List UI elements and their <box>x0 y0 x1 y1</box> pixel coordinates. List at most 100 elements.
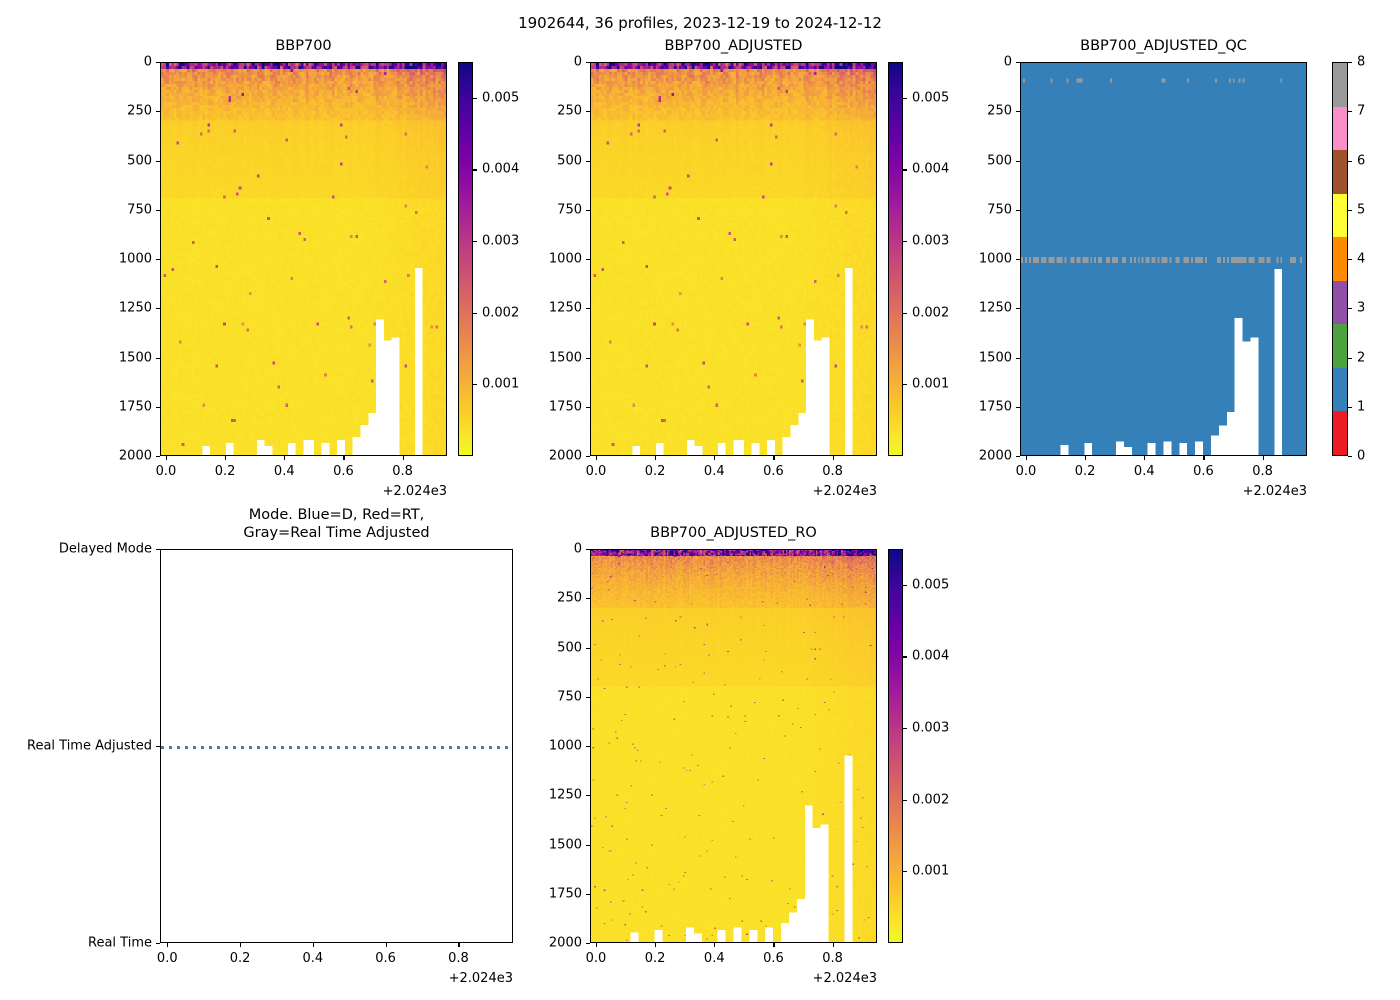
x-axis-tick-mark <box>284 456 286 460</box>
y-axis-tick-mark <box>586 62 590 64</box>
y-axis-tick-mark <box>156 746 160 748</box>
panel-title-line: Gray=Real Time Adjusted <box>243 524 430 541</box>
y-axis-tick-mark <box>586 549 590 551</box>
x-axis-tick-mark <box>655 456 657 460</box>
colorbar-tick-mark <box>1348 308 1352 310</box>
colorbar-tick-label: 0.003 <box>912 233 950 249</box>
y-axis-tick-mark <box>586 160 590 162</box>
colorbar-tick-mark <box>903 241 907 243</box>
y-axis-tick-mark <box>586 456 590 458</box>
colorbar-tick-label: 8 <box>1357 54 1366 70</box>
x-axis-tick-mark <box>714 456 716 460</box>
x-axis-tick-mark <box>402 456 404 460</box>
y-axis-tick-label: 1000 <box>978 251 1012 267</box>
y-axis-tick-mark <box>586 406 590 408</box>
colorbar-tick-mark <box>473 97 477 99</box>
y-axis-tick-label: 1500 <box>548 837 582 852</box>
colorbar-bbp700_adjusted_qc <box>1332 62 1348 456</box>
plot-panel-bbp700_adjusted_ro[interactable] <box>590 549 877 943</box>
x-axis-tick-mark <box>832 456 834 460</box>
y-axis-tick-label: 500 <box>127 153 152 168</box>
x-axis-tick-mark <box>655 943 657 947</box>
y-axis-tick-mark <box>1016 209 1020 211</box>
colorbar-tick-label: 0.002 <box>482 305 520 321</box>
y-axis-tick-mark <box>156 456 160 458</box>
colorbar-segment-qc-6 <box>1333 150 1347 194</box>
y-axis-tick-label: 1750 <box>978 399 1012 415</box>
y-axis-tick-label: 250 <box>557 590 582 606</box>
colorbar-tick-label: 0.002 <box>912 305 950 321</box>
y-axis-tick-label: 250 <box>127 103 152 119</box>
y-axis-tick-label: 500 <box>557 153 582 168</box>
x-axis-tick-mark <box>1025 456 1027 460</box>
colorbar-bbp700 <box>458 62 473 456</box>
x-axis-tick-mark <box>385 943 387 947</box>
y-axis-tick-mark <box>156 209 160 211</box>
colorbar-tick-label: 2 <box>1357 350 1366 365</box>
x-axis-offset-text-mode: +2.024e3 <box>448 971 513 986</box>
colorbar-segment-qc-2 <box>1333 324 1347 368</box>
y-axis-tick-label: 750 <box>557 689 582 705</box>
y-axis-tick-mark <box>156 160 160 162</box>
x-axis-tick-mark <box>595 943 597 947</box>
x-axis-tick-mark <box>773 456 775 460</box>
y-axis-tick-mark <box>586 308 590 310</box>
panel-title-bbp700_adjusted: BBP700_ADJUSTED <box>664 38 803 54</box>
y-axis-tick-mark <box>156 943 160 945</box>
x-axis-tick-label: 0.6 <box>375 951 396 966</box>
x-axis-tick-mark <box>1085 456 1087 460</box>
y-axis-tick-mark <box>1016 357 1020 359</box>
colorbar-tick-label: 6 <box>1357 153 1366 168</box>
y-axis-tick-label: 750 <box>987 202 1012 218</box>
figure-suptitle: 1902644, 36 profiles, 2023-12-19 to 2024… <box>518 14 882 32</box>
x-axis-tick-mark <box>1262 456 1264 460</box>
colorbar-bbp700_adjusted <box>888 62 903 456</box>
colorbar-tick-mark <box>903 97 907 99</box>
colorbar-tick-mark <box>1348 456 1352 458</box>
y-axis-tick-label: Delayed Mode <box>58 541 152 557</box>
colorbar-tick-label: 0.005 <box>912 577 950 593</box>
colorbar-tick-label: 0.004 <box>482 161 520 177</box>
x-axis-tick-label: 0.4 <box>703 464 725 479</box>
y-axis-tick-mark <box>1016 62 1020 64</box>
y-axis-tick-mark <box>586 795 590 797</box>
plot-panel-bbp700_adjusted_qc[interactable] <box>1020 62 1307 456</box>
x-axis-offset-text-bbp700_adjusted_qc: +2.024e3 <box>1242 484 1307 499</box>
colorbar-tick-mark <box>1348 406 1352 408</box>
x-axis-tick-mark <box>595 456 597 460</box>
y-axis-tick-mark <box>1016 111 1020 113</box>
heatmap-image-bbp700 <box>161 63 446 455</box>
y-axis-tick-label: 1250 <box>548 300 582 316</box>
plot-panel-bbp700[interactable] <box>160 62 447 456</box>
x-axis-tick-label: 0.2 <box>214 464 236 479</box>
x-axis-tick-label: 0.4 <box>273 464 295 479</box>
y-axis-tick-label: 0 <box>573 541 582 557</box>
colorbar-segment-qc-0 <box>1333 411 1347 455</box>
plot-panel-bbp700_adjusted[interactable] <box>590 62 877 456</box>
colorbar-tick-label: 7 <box>1357 103 1366 119</box>
colorbar-tick-label: 0.001 <box>912 376 950 392</box>
x-axis-tick-label: 0.6 <box>763 951 784 966</box>
x-axis-tick-label: 0.8 <box>822 951 843 966</box>
y-axis-tick-mark <box>586 111 590 113</box>
colorbar-tick-mark <box>473 169 477 171</box>
x-axis-tick-label: 0.4 <box>1133 464 1155 479</box>
colorbar-tick-label: 0.004 <box>912 161 950 177</box>
colorbar-segment-qc-3 <box>1333 280 1347 325</box>
y-axis-tick-mark <box>586 746 590 748</box>
y-axis-tick-label: 1250 <box>118 300 152 316</box>
colorbar-tick-label: 0.003 <box>482 233 520 249</box>
y-axis-tick-label: Real Time Adjusted <box>27 738 152 754</box>
colorbar-tick-label: 0 <box>1357 448 1366 464</box>
y-axis-tick-mark <box>586 943 590 945</box>
x-axis-tick-label: 0.6 <box>763 464 784 479</box>
plot-panel-mode[interactable] <box>160 549 513 943</box>
panel-title-bbp700: BBP700 <box>275 38 332 54</box>
colorbar-tick-mark <box>1348 357 1352 359</box>
colorbar-segment-qc-4 <box>1333 237 1347 281</box>
colorbar-tick-mark <box>473 312 477 314</box>
panel-title-mode: Mode. Blue=D, Red=RT, Gray=Real Time Adju… <box>160 507 513 542</box>
y-axis-tick-mark <box>156 406 160 408</box>
colorbar-tick-mark <box>1348 160 1352 162</box>
